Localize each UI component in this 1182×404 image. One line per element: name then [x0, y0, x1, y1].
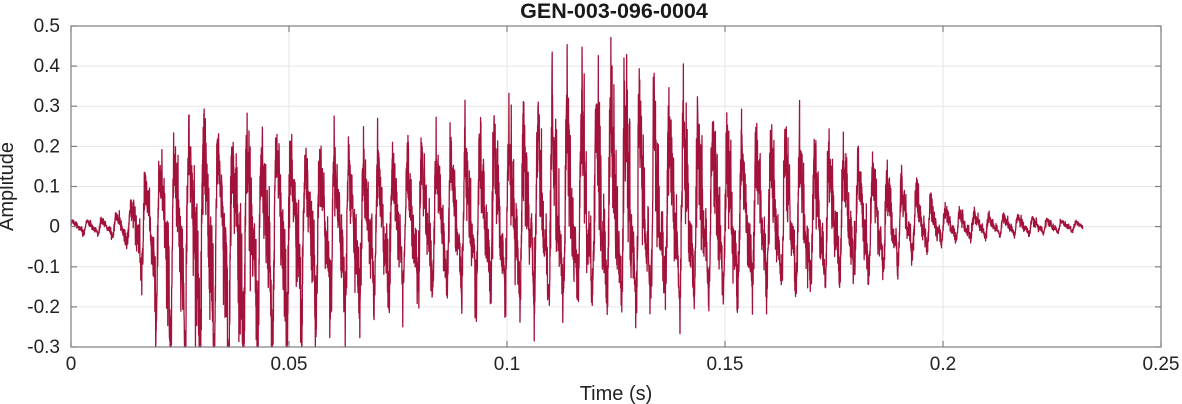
- svg-text:0.15: 0.15: [707, 354, 744, 375]
- svg-text:0.4: 0.4: [34, 56, 61, 77]
- svg-text:-0.2: -0.2: [27, 297, 60, 318]
- svg-text:0.2: 0.2: [34, 136, 60, 157]
- svg-text:-0.1: -0.1: [27, 257, 60, 278]
- svg-text:0.25: 0.25: [1143, 354, 1180, 375]
- svg-text:0: 0: [66, 354, 77, 375]
- svg-text:Amplitude: Amplitude: [0, 142, 18, 231]
- svg-text:GEN-003-096-0004: GEN-003-096-0004: [520, 0, 708, 23]
- svg-text:Time (s): Time (s): [580, 383, 653, 404]
- svg-text:0: 0: [49, 217, 60, 238]
- svg-text:0.5: 0.5: [34, 16, 60, 37]
- svg-text:0.1: 0.1: [494, 354, 520, 375]
- svg-text:0.3: 0.3: [34, 96, 60, 117]
- svg-text:0.2: 0.2: [930, 354, 956, 375]
- svg-text:-0.3: -0.3: [27, 337, 60, 358]
- svg-text:0.1: 0.1: [34, 177, 60, 198]
- svg-text:0.05: 0.05: [271, 354, 308, 375]
